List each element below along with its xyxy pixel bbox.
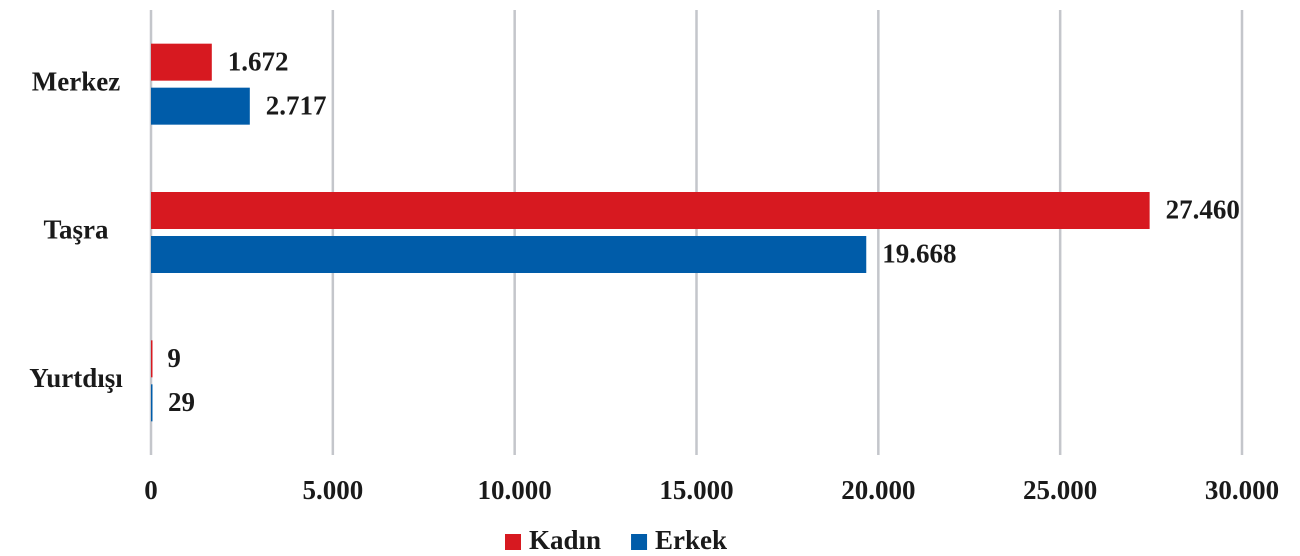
value-label: 27.460 [1166,195,1240,225]
x-tick-label: 15.000 [659,475,733,505]
category-label: Taşra [43,215,109,245]
category-label: Merkez [32,66,120,96]
x-tick-label: 30.000 [1205,475,1279,505]
bar [151,192,1150,229]
x-tick-label: 10.000 [478,475,552,505]
bar [151,236,867,273]
value-label: 1.672 [228,46,289,76]
legend-swatch [631,534,648,550]
bar [151,384,153,422]
value-label: 2.717 [266,90,327,120]
legend-label: Erkek [655,525,727,555]
value-label: 29 [168,387,195,417]
x-tick-label: 5.000 [302,475,363,505]
x-tick-label: 25.000 [1023,475,1097,505]
legend-swatch [505,534,521,550]
bar [151,340,153,378]
x-tick-label: 20.000 [841,475,915,505]
value-label: 9 [167,343,181,373]
bar [151,43,212,81]
value-label: 19.668 [882,239,956,269]
category-label: Yurtdışı [29,363,123,393]
legend-label: Kadın [529,525,601,555]
bar [151,87,250,125]
x-tick-label: 0 [144,475,158,505]
